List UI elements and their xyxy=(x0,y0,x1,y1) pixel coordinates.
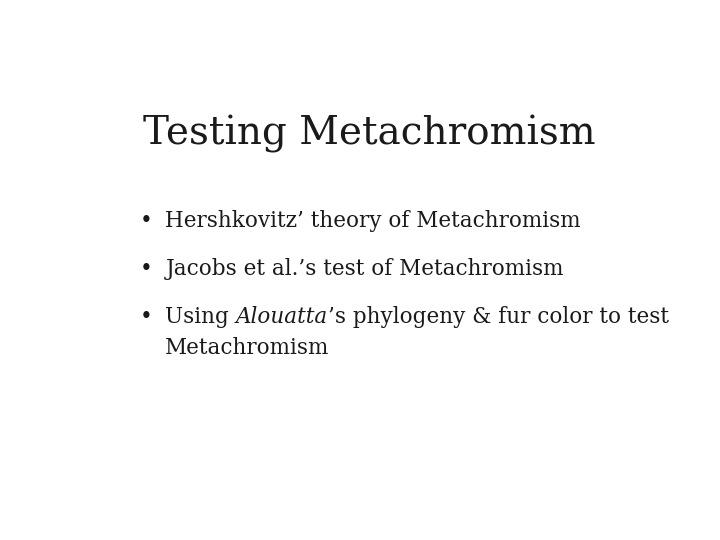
Text: •: • xyxy=(140,306,152,328)
Text: Metachromism: Metachromism xyxy=(166,337,330,359)
Text: Alouatta: Alouatta xyxy=(236,306,328,328)
Text: Hershkovitz’ theory of Metachromism: Hershkovitz’ theory of Metachromism xyxy=(166,210,581,232)
Text: •: • xyxy=(140,210,152,232)
Text: Using: Using xyxy=(166,306,236,328)
Text: Testing Metachromism: Testing Metachromism xyxy=(143,114,595,153)
Text: •: • xyxy=(140,258,152,280)
Text: Jacobs et al.’s test of Metachromism: Jacobs et al.’s test of Metachromism xyxy=(166,258,564,280)
Text: ’s phylogeny & fur color to test: ’s phylogeny & fur color to test xyxy=(328,306,670,328)
